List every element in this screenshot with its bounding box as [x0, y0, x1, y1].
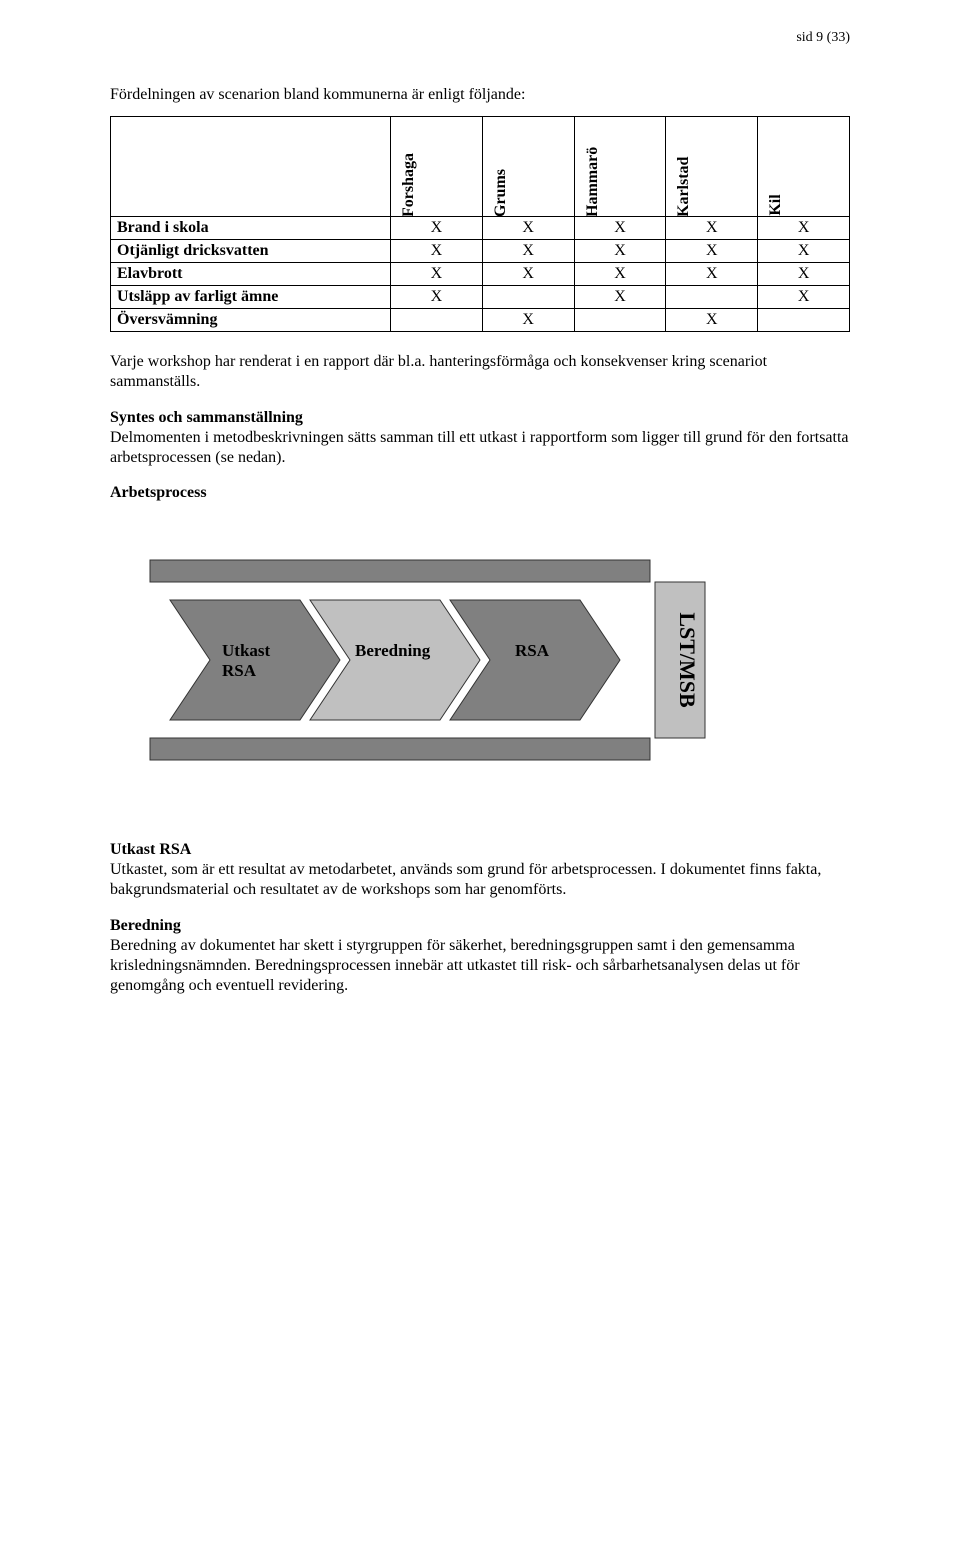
table-row: Otjänligt dricksvattenXXXXX: [111, 240, 850, 263]
table-cell: X: [574, 217, 666, 240]
table-cell: X: [758, 217, 850, 240]
table-cell: X: [482, 240, 574, 263]
paragraph: Syntes och sammanställning Delmomenten i…: [110, 408, 850, 468]
chevron-utkast: [170, 600, 340, 720]
table-cell: [666, 286, 758, 309]
paragraph: Utkast RSA Utkastet, som är ett resultat…: [110, 840, 850, 900]
table-cell: X: [758, 263, 850, 286]
col-header: Hammarö: [574, 117, 666, 217]
section-body: Delmomenten i metodbeskrivningen sätts s…: [110, 429, 849, 466]
table-cell: X: [758, 240, 850, 263]
table-cell: X: [666, 263, 758, 286]
table-cell: [758, 309, 850, 332]
table-header-row: Forshaga Grums Hammarö Karlstad Kil: [111, 117, 850, 217]
chevron-label: RSA: [515, 641, 550, 660]
table-cell: X: [482, 263, 574, 286]
chevron-label: Utkast: [222, 641, 271, 660]
chevron-label: Beredning: [355, 641, 431, 660]
table-cell: X: [666, 309, 758, 332]
table-cell: X: [574, 240, 666, 263]
row-label: Elavbrott: [111, 263, 391, 286]
col-header: Grums: [482, 117, 574, 217]
table-cell: X: [482, 217, 574, 240]
endbox-label: LST/MSB: [675, 612, 700, 708]
table-cell: X: [391, 217, 483, 240]
section-body: Beredning av dokumentet har skett i styr…: [110, 937, 800, 994]
section-heading-beredning: Beredning: [110, 917, 181, 934]
table-row: Översvämning X X: [111, 309, 850, 332]
table-cell: X: [666, 240, 758, 263]
row-label: Otjänligt dricksvatten: [111, 240, 391, 263]
col-header: Kil: [758, 117, 850, 217]
row-label: Utsläpp av farligt ämne: [111, 286, 391, 309]
page-header: sid 9 (33): [110, 30, 850, 46]
frame-top: [150, 560, 650, 582]
table-cell: [391, 309, 483, 332]
table-cell: X: [574, 286, 666, 309]
table-row: Utsläpp av farligt ämneXXX: [111, 286, 850, 309]
table-cell: X: [391, 263, 483, 286]
row-label: Översvämning: [111, 309, 391, 332]
chevron-label: RSA: [222, 661, 257, 680]
table-cell: X: [391, 286, 483, 309]
process-diagram: Utkast RSA Beredning RSA LST/MSB: [110, 530, 850, 790]
scenario-table: Forshaga Grums Hammarö Karlstad Kil Bran…: [110, 116, 850, 332]
table-cell: X: [666, 217, 758, 240]
paragraph: Varje workshop har renderat i en rapport…: [110, 352, 850, 392]
table-cell: X: [482, 309, 574, 332]
process-svg: Utkast RSA Beredning RSA LST/MSB: [110, 530, 730, 790]
intro-text: Fördelningen av scenarion bland kommuner…: [110, 86, 850, 104]
table-corner: [111, 117, 391, 217]
table-cell: X: [574, 263, 666, 286]
table-body: Brand i skolaXXXXXOtjänligt dricksvatten…: [111, 217, 850, 332]
table-row: ElavbrottXXXXX: [111, 263, 850, 286]
section-body: Utkastet, som är ett resultat av metodar…: [110, 861, 821, 898]
section-heading-arbetsprocess: Arbetsprocess: [110, 484, 850, 502]
section-heading-syntes: Syntes och sammanställning: [110, 409, 303, 426]
section-heading-utkast: Utkast RSA: [110, 841, 191, 858]
table-cell: [574, 309, 666, 332]
table-cell: X: [758, 286, 850, 309]
row-label: Brand i skola: [111, 217, 391, 240]
col-header: Karlstad: [666, 117, 758, 217]
paragraph: Beredning Beredning av dokumentet har sk…: [110, 916, 850, 996]
table-cell: X: [391, 240, 483, 263]
frame-bottom: [150, 738, 650, 760]
table-row: Brand i skolaXXXXX: [111, 217, 850, 240]
col-header: Forshaga: [391, 117, 483, 217]
table-cell: [482, 286, 574, 309]
